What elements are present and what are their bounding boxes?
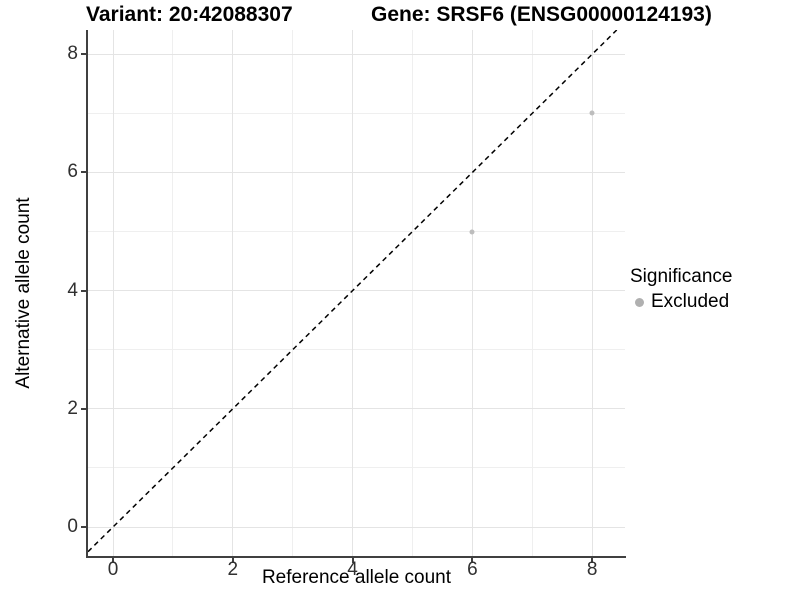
grid-line-x-major bbox=[232, 30, 234, 556]
legend: Significance Excluded bbox=[630, 265, 732, 313]
y-axis-line bbox=[86, 30, 88, 558]
grid-line-x-major bbox=[591, 30, 593, 556]
y-axis-tick bbox=[81, 289, 86, 292]
grid-line-x-major bbox=[471, 30, 473, 556]
plot-title-gene: Gene: SRSF6 (ENSG00000124193) bbox=[371, 3, 712, 26]
y-axis-tick bbox=[81, 53, 86, 56]
x-axis-line bbox=[86, 556, 626, 558]
y-axis-tick bbox=[81, 526, 86, 528]
x-axis-tick bbox=[112, 558, 114, 563]
y-tick-label: 2 bbox=[67, 397, 78, 419]
y-axis-title: Alternative allele count bbox=[13, 197, 34, 389]
grid-line-y-major bbox=[88, 526, 625, 528]
grid-line-x-minor bbox=[172, 30, 174, 556]
plot-title-variant: Variant: 20:42088307 bbox=[86, 3, 293, 26]
grid-line-y-major bbox=[88, 53, 625, 55]
grid-line-x-major bbox=[112, 30, 114, 556]
y-tick-label: 6 bbox=[67, 161, 78, 183]
grid-line-x-minor bbox=[292, 30, 294, 556]
grid-line-y-major bbox=[88, 171, 625, 173]
legend-title: Significance bbox=[630, 266, 733, 287]
y-tick-label: 4 bbox=[67, 279, 78, 301]
x-tick-label: 2 bbox=[227, 559, 239, 580]
data-point bbox=[589, 110, 595, 116]
x-tick-label: 4 bbox=[347, 559, 358, 580]
y-axis-tick bbox=[81, 407, 86, 410]
grid-line-x-minor bbox=[412, 30, 413, 556]
identity-dashed-line bbox=[88, 30, 618, 553]
y-tick-label: 8 bbox=[67, 43, 78, 65]
grid-line-y-minor bbox=[88, 112, 625, 114]
grid-line-y-minor bbox=[88, 349, 625, 351]
x-axis-tick bbox=[351, 558, 354, 563]
grid-line-y-major bbox=[88, 290, 625, 292]
data-point bbox=[469, 229, 475, 234]
x-axis-tick bbox=[231, 558, 234, 563]
plot-panel bbox=[88, 30, 625, 556]
y-axis-tick bbox=[81, 171, 86, 174]
grid-line-y-minor bbox=[88, 231, 625, 232]
x-axis-title: Reference allele count bbox=[261, 567, 452, 588]
grid-line-y-major bbox=[88, 408, 625, 410]
legend-entry-excluded: Excluded bbox=[630, 291, 732, 313]
grid-line-x-minor bbox=[531, 30, 533, 556]
legend-entry-label: Excluded bbox=[651, 291, 730, 312]
legend-dot-icon bbox=[635, 297, 644, 307]
x-tick-label: 0 bbox=[107, 559, 119, 580]
x-axis-tick bbox=[591, 558, 594, 563]
grid-line-y-minor bbox=[88, 467, 625, 469]
grid-line-x-major bbox=[352, 30, 354, 556]
x-tick-label: 6 bbox=[467, 559, 478, 580]
x-axis-tick bbox=[471, 558, 474, 563]
x-tick-label: 8 bbox=[586, 559, 598, 580]
y-tick-label: 0 bbox=[67, 516, 78, 537]
